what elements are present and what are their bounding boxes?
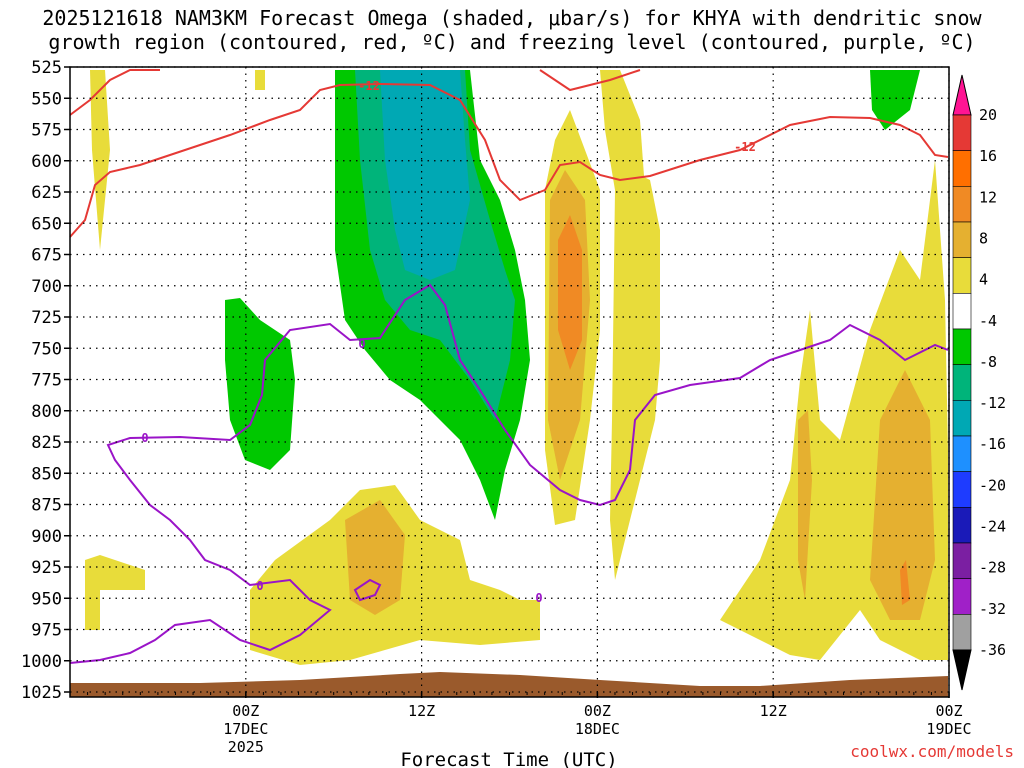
y-tick-label: 725 xyxy=(31,308,62,328)
y-tick-label: 1025 xyxy=(21,683,62,703)
x-tick-label: 00Z xyxy=(584,702,611,720)
y-tick-label: 800 xyxy=(31,402,62,422)
y-tick-label: 1000 xyxy=(21,652,62,672)
colorbar-swatch xyxy=(952,400,972,437)
omega-positive-region xyxy=(610,170,660,580)
omega-strong-positive xyxy=(870,370,935,620)
plot-frame xyxy=(69,66,950,698)
ground-terrain xyxy=(70,672,948,697)
omega-positive-region xyxy=(90,70,110,250)
dendritic-minus12-contour xyxy=(69,69,160,116)
y-tick-label: 600 xyxy=(31,152,62,172)
footer-credit: coolwx.com/models xyxy=(850,742,1014,761)
omega-max-positive xyxy=(558,215,582,370)
contour-label-zero: 0 xyxy=(141,431,148,445)
y-tick-label: 775 xyxy=(31,371,62,391)
chart-title-line1: 2025121618 NAM3KM Forecast Omega (shaded… xyxy=(42,6,982,30)
x-tick-label: 00Z xyxy=(232,702,259,720)
colorbar-label: -8 xyxy=(979,353,997,371)
colorbar-swatch xyxy=(952,471,972,508)
y-tick-label: 950 xyxy=(31,589,62,609)
y-tick-label: 900 xyxy=(31,527,62,547)
colorbar-swatch xyxy=(952,328,972,365)
colorbar-swatch xyxy=(952,293,972,330)
colorbar-swatch xyxy=(952,435,972,472)
colorbar-label: 20 xyxy=(979,106,997,124)
y-tick-label: 575 xyxy=(31,121,62,141)
contour-label-zero: 0 xyxy=(256,579,263,593)
freezing-level-contour xyxy=(353,578,382,602)
colorbar-label: -4 xyxy=(979,312,997,330)
colorbar-swatch xyxy=(952,542,972,579)
y-tick-label: 750 xyxy=(31,339,62,359)
contour-label-minus12: -12 xyxy=(734,140,756,154)
freezing-level-contour xyxy=(69,283,949,664)
y-tick-label: 525 xyxy=(31,58,62,78)
omega-positive-region xyxy=(85,555,145,630)
colorbar-label: 4 xyxy=(979,271,988,289)
y-tick-label: 925 xyxy=(31,558,62,578)
colorbar-label: -36 xyxy=(979,641,1006,659)
colorbar-swatch xyxy=(952,614,972,651)
y-tick-label: 675 xyxy=(31,246,62,266)
x-tick-date-label: 19DEC xyxy=(926,720,971,738)
contour-label-minus12: -12 xyxy=(358,79,380,93)
contour-label-zero: 0 xyxy=(358,337,365,351)
chart-title-line2: growth region (contoured, red, ºC) and f… xyxy=(48,30,976,54)
omega-strong-negative xyxy=(380,70,470,280)
x-tick-date-label: 17DEC xyxy=(223,720,268,738)
colorbar-swatch xyxy=(952,221,972,258)
colorbar-label: -32 xyxy=(979,600,1006,618)
x-tick-year-label: 2025 xyxy=(228,738,264,756)
y-tick-label: 825 xyxy=(31,433,62,453)
colorbar-swatch xyxy=(952,114,972,151)
colorbar-top-extend xyxy=(952,74,972,116)
colorbar-label: 16 xyxy=(979,147,997,165)
y-tick-label: 975 xyxy=(31,621,62,641)
colorbar-label: 8 xyxy=(979,229,988,247)
x-axis-title: Forecast Time (UTC) xyxy=(400,749,617,768)
colorbar-label: -16 xyxy=(979,435,1006,453)
x-tick-label: 12Z xyxy=(408,702,435,720)
colorbar: 20 16 12 8 4 -4 -8 -12 -16 -20 -24 -28 -32 -36 xyxy=(952,74,1006,691)
y-tick-label: 550 xyxy=(31,89,62,109)
y-tick-label: 850 xyxy=(31,464,62,484)
colorbar-swatch xyxy=(952,364,972,401)
colorbar-swatch xyxy=(952,150,972,187)
colorbar-label: -28 xyxy=(979,559,1006,577)
dendritic-minus12-contour xyxy=(539,69,641,92)
x-tick-date-label: 18DEC xyxy=(575,720,620,738)
y-tick-label: 875 xyxy=(31,496,62,516)
colorbar-label: -20 xyxy=(979,476,1006,494)
colorbar-swatch xyxy=(952,578,972,615)
x-tick-label: 12Z xyxy=(760,702,787,720)
y-tick-label: 650 xyxy=(31,214,62,234)
colorbar-label: 12 xyxy=(979,188,997,206)
colorbar-label: -12 xyxy=(979,394,1006,412)
colorbar-swatch xyxy=(952,186,972,223)
x-tick-label: 00Z xyxy=(935,702,962,720)
y-tick-label: 700 xyxy=(31,277,62,297)
omega-positive-region xyxy=(255,70,265,90)
omega-negative-region xyxy=(870,70,920,130)
colorbar-label: -24 xyxy=(979,518,1006,536)
dendritic-minus12-contour xyxy=(69,82,949,238)
colorbar-swatch xyxy=(952,507,972,544)
colorbar-swatch xyxy=(952,257,972,294)
omega-shading xyxy=(70,70,948,697)
omega-max-positive xyxy=(900,560,910,605)
omega-negative-region xyxy=(225,298,295,470)
y-tick-label: 625 xyxy=(31,183,62,203)
colorbar-bottom-extend xyxy=(952,649,972,691)
